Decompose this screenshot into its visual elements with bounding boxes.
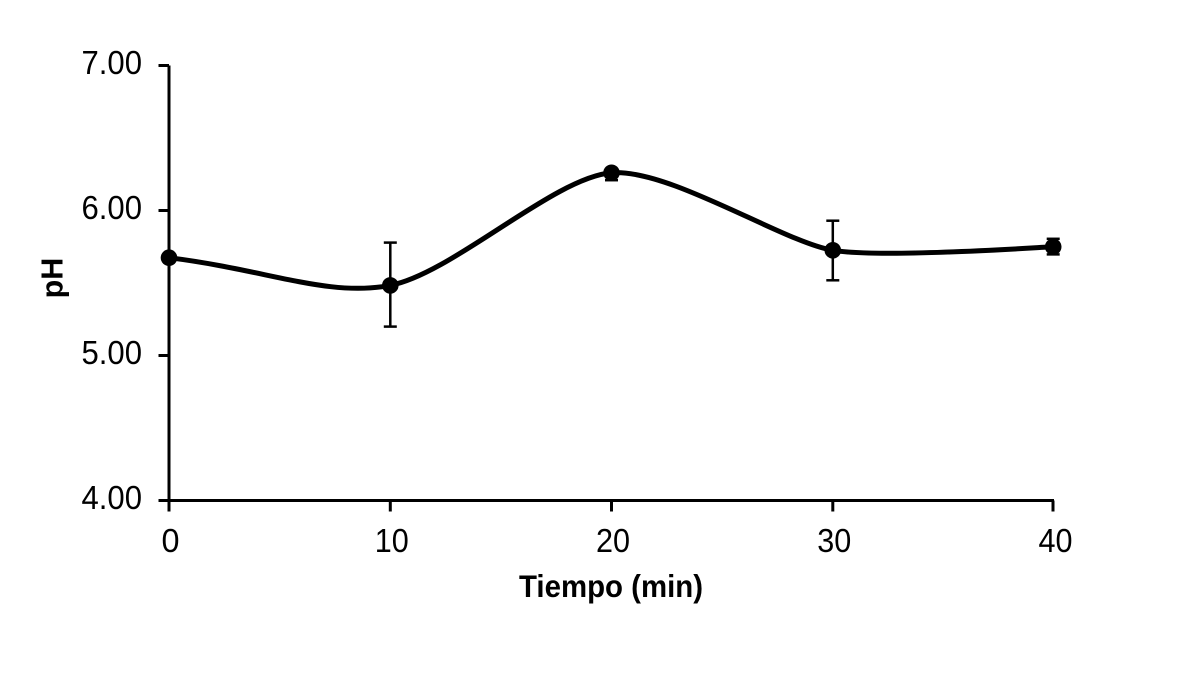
svg-text:pH: pH xyxy=(35,258,69,299)
svg-text:6.00: 6.00 xyxy=(82,190,143,227)
svg-text:30: 30 xyxy=(817,523,851,560)
svg-text:Tiempo (min): Tiempo (min) xyxy=(519,568,703,604)
svg-text:20: 20 xyxy=(596,523,630,560)
svg-text:10: 10 xyxy=(375,523,409,560)
svg-text:7.00: 7.00 xyxy=(82,45,143,82)
svg-text:0: 0 xyxy=(162,523,180,560)
svg-text:4.00: 4.00 xyxy=(82,480,143,517)
svg-text:5.00: 5.00 xyxy=(82,335,143,372)
svg-text:40: 40 xyxy=(1039,523,1073,560)
